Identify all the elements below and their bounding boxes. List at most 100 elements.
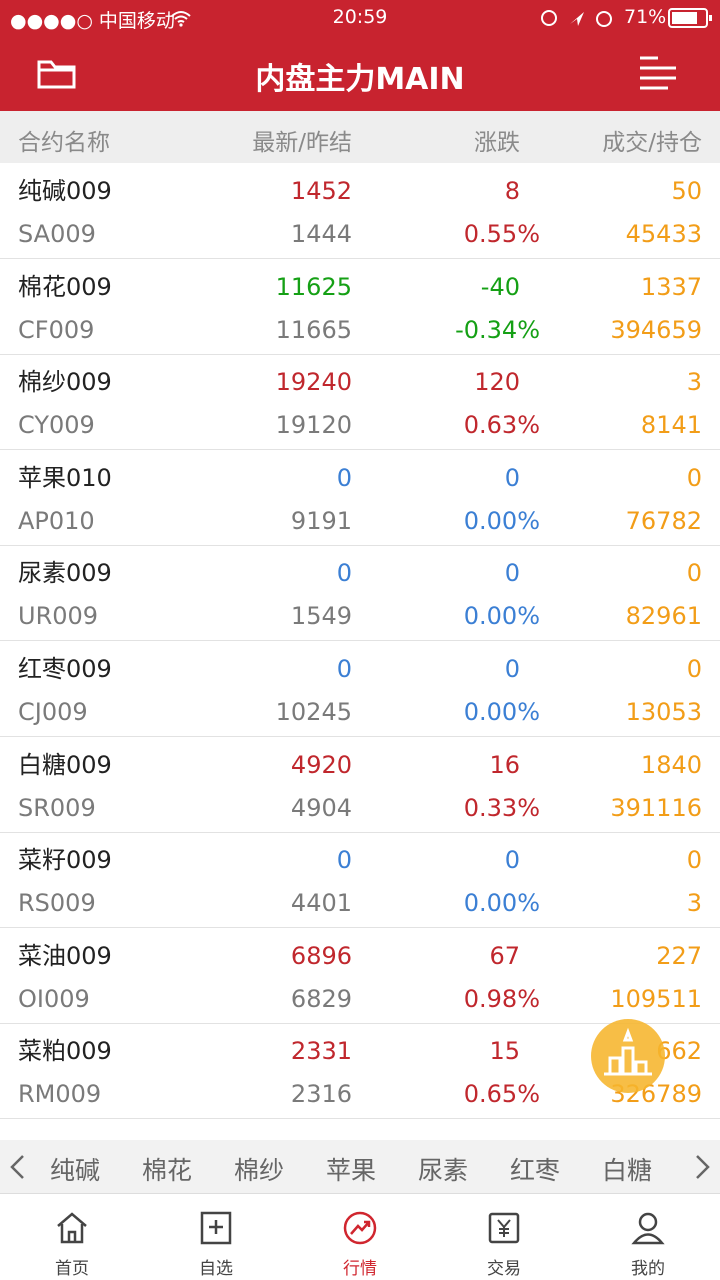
tabs-left-arrow[interactable] bbox=[8, 1154, 26, 1180]
change-pct: -0.34% bbox=[455, 315, 540, 344]
floating-badge[interactable] bbox=[590, 1018, 666, 1094]
open-interest: 394659 bbox=[610, 315, 702, 344]
last-price: 0 bbox=[336, 463, 352, 492]
quote-row[interactable]: 苹果010 AP010 0 9191 0 0.00% 0 76782 bbox=[0, 450, 720, 546]
category-tab[interactable]: 尿素 bbox=[418, 1156, 469, 1185]
carrier: ●●●●○ 中国移动 bbox=[10, 10, 175, 32]
volume: 227 bbox=[656, 941, 702, 970]
last-price: 2331 bbox=[290, 1037, 352, 1066]
category-tab[interactable]: 纯碱 bbox=[50, 1156, 101, 1185]
change-pct: 0.00% bbox=[463, 889, 540, 918]
nav-icon bbox=[200, 1211, 232, 1245]
contract-name: 白糖009 bbox=[18, 750, 112, 779]
contract-code: UR009 bbox=[18, 602, 99, 631]
column-title: 合约名称 bbox=[18, 130, 110, 156]
open-interest: 8141 bbox=[640, 411, 702, 440]
prev-settle: 19120 bbox=[275, 411, 352, 440]
folder-button[interactable] bbox=[36, 56, 78, 90]
quote-row[interactable]: 白糖009 SR009 4920 4904 16 0.33% 1840 391116 bbox=[0, 737, 720, 833]
column-header: 合约名称 最新/昨结 涨跌 成交/持仓 bbox=[0, 111, 720, 163]
change: 0 bbox=[504, 846, 520, 875]
last-price: 19240 bbox=[275, 368, 352, 397]
quote-row[interactable]: 棉花009 CF009 11625 11665 -40 -0.34% 1337 394659 bbox=[0, 259, 720, 355]
contract-name: 棉纱009 bbox=[18, 368, 112, 397]
change-pct: 0.33% bbox=[463, 793, 540, 822]
change: 15 bbox=[489, 1037, 520, 1066]
nav-item[interactable]: 交易 bbox=[432, 1194, 576, 1280]
contract-code: AP010 bbox=[18, 506, 95, 535]
last-price: 0 bbox=[336, 846, 352, 875]
nav-icon bbox=[488, 1212, 520, 1244]
change-pct: 0.65% bbox=[463, 1080, 540, 1109]
menu-button[interactable] bbox=[638, 54, 680, 94]
volume: 0 bbox=[686, 463, 702, 492]
change: 67 bbox=[489, 941, 520, 970]
last-price: 0 bbox=[336, 559, 352, 588]
nav-label: 自选 bbox=[199, 1259, 233, 1279]
quote-row[interactable]: 红枣009 CJ009 0 10245 0 0.00% 0 13053 bbox=[0, 641, 720, 737]
volume: 0 bbox=[686, 846, 702, 875]
open-interest: 45433 bbox=[625, 220, 702, 248]
contract-code: RS009 bbox=[18, 889, 96, 918]
tabs-right-arrow[interactable] bbox=[694, 1154, 712, 1180]
change-pct: 0.00% bbox=[463, 602, 540, 631]
column-title: 成交/持仓 bbox=[602, 130, 702, 156]
contract-name: 棉花009 bbox=[18, 272, 112, 301]
nav-icon bbox=[631, 1212, 665, 1245]
nav-item[interactable]: 我的 bbox=[576, 1194, 720, 1280]
tab-strip: 纯碱 棉花 棉纱 苹果 尿素 红枣 白糖 bbox=[0, 1140, 720, 1194]
prev-settle: 9191 bbox=[290, 506, 352, 535]
quote-row[interactable]: 纯碱009 SA009 1452 1444 8 0.55% 50 45433 bbox=[0, 163, 720, 259]
nav-icon bbox=[343, 1211, 377, 1245]
open-interest: 3 bbox=[686, 889, 702, 918]
contract-name: 尿素009 bbox=[18, 559, 112, 588]
quote-row[interactable]: 尿素009 UR009 0 1549 0 0.00% 0 82961 bbox=[0, 545, 720, 642]
category-tab[interactable]: 棉纱 bbox=[234, 1156, 285, 1185]
nav-label: 行情 bbox=[343, 1259, 377, 1279]
nav-label: 交易 bbox=[487, 1259, 521, 1279]
quote-row[interactable]: 菜油009 OI009 6896 6829 67 0.98% 227 109511 bbox=[0, 928, 720, 1024]
open-interest: 76782 bbox=[625, 506, 702, 535]
open-interest: 82961 bbox=[625, 602, 702, 631]
prev-settle: 1444 bbox=[290, 220, 352, 248]
change: 8 bbox=[504, 177, 520, 205]
open-interest: 13053 bbox=[625, 698, 702, 726]
category-tab[interactable]: 苹果 bbox=[326, 1156, 377, 1185]
category-tab[interactable]: 白糖 bbox=[602, 1156, 653, 1185]
nav-item[interactable]: 行情 bbox=[288, 1194, 432, 1280]
contract-code: CF009 bbox=[18, 315, 95, 344]
status-icons bbox=[541, 10, 612, 27]
column-title: 涨跌 bbox=[474, 130, 520, 156]
open-interest: 391116 bbox=[610, 793, 702, 822]
prev-settle: 1549 bbox=[290, 602, 352, 631]
category-tab[interactable]: 红枣 bbox=[510, 1156, 561, 1185]
prev-settle: 4401 bbox=[290, 889, 352, 918]
last-price: 4920 bbox=[290, 750, 352, 779]
contract-code: OI009 bbox=[18, 984, 90, 1013]
nav-item[interactable]: 首页 bbox=[0, 1194, 144, 1280]
volume: 50 bbox=[671, 177, 702, 205]
nav-item[interactable]: 自选 bbox=[144, 1194, 288, 1280]
header: 内盘主力MAIN bbox=[0, 36, 720, 111]
change: 120 bbox=[474, 368, 520, 397]
category-tab[interactable]: 棉花 bbox=[142, 1156, 193, 1185]
volume: 3 bbox=[686, 368, 702, 397]
open-interest: 109511 bbox=[610, 984, 702, 1013]
quote-row[interactable]: 棉纱009 CY009 19240 19120 120 0.63% 3 8141 bbox=[0, 354, 720, 451]
change: 0 bbox=[504, 463, 520, 492]
volume: 1337 bbox=[640, 272, 702, 301]
bottom-nav: 首页 自选 行情 交易 我的 bbox=[0, 1194, 720, 1280]
column-title: 最新/昨结 bbox=[252, 130, 352, 156]
change: -40 bbox=[480, 272, 520, 301]
last-price: 0 bbox=[336, 655, 352, 683]
quote-row[interactable]: 菜籽009 RS009 0 4401 0 0.00% 0 3 bbox=[0, 832, 720, 929]
prev-settle: 10245 bbox=[275, 698, 352, 726]
status-bar: ●●●●○ 中国移动 20:59 71% bbox=[0, 0, 720, 36]
volume: 0 bbox=[686, 559, 702, 588]
contract-name: 苹果010 bbox=[18, 463, 112, 492]
quote-list: 纯碱009 SA009 1452 1444 8 0.55% 50 45433 棉花009 CF00… bbox=[0, 163, 720, 1140]
change-pct: 0.63% bbox=[463, 411, 540, 440]
volume: 0 bbox=[686, 655, 702, 683]
nav-icon bbox=[57, 1212, 87, 1244]
